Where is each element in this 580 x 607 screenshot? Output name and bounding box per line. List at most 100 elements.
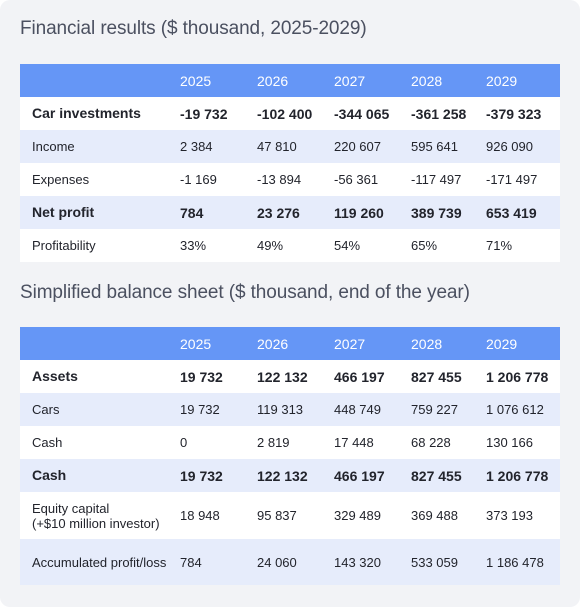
table-body: Car investments -19 732 -102 400 -344 065 -3… <box>20 97 560 262</box>
row-label: Cars <box>20 393 180 426</box>
table-row: Income 2 384 47 810 220 607 595 641 926 090 <box>20 130 560 163</box>
row-label: Equity capital (+$10 million investor) <box>20 492 180 539</box>
table-row: Cash 19 732 122 132 466 197 827 455 1 206 778 <box>20 459 560 492</box>
cell-value: 466 197 <box>334 459 411 492</box>
header-cell: 2029 <box>486 64 560 97</box>
cell-value: 653 419 <box>486 196 560 229</box>
cell-value: 369 488 <box>411 492 486 539</box>
row-label: Cash <box>20 426 180 459</box>
header-row: 2025 2026 2027 2028 2029 <box>20 327 560 360</box>
header-cell: 2026 <box>257 327 334 360</box>
cell-value: -117 497 <box>411 163 486 196</box>
cell-value: 33% <box>180 229 257 262</box>
cell-value: 827 455 <box>411 360 486 393</box>
header-cell: 2026 <box>257 64 334 97</box>
cell-value: 47 810 <box>257 130 334 163</box>
cell-value: 0 <box>180 426 257 459</box>
cell-value: 2 384 <box>180 130 257 163</box>
cell-value: 119 260 <box>334 196 411 229</box>
cell-value: 24 060 <box>257 539 334 585</box>
cell-value: -344 065 <box>334 97 411 130</box>
cell-value: 122 132 <box>257 360 334 393</box>
row-label: Net profit <box>20 196 180 229</box>
header-cell: 2025 <box>180 64 257 97</box>
cell-value: 68 228 <box>411 426 486 459</box>
cell-value: 1 186 478 <box>486 539 560 585</box>
table: 2025 2026 2027 2028 2029 Assets 19 732 122 132 4… <box>20 327 560 585</box>
cell-value: 827 455 <box>411 459 486 492</box>
row-label: Car investments <box>20 97 180 130</box>
cell-value: 1 206 778 <box>486 360 560 393</box>
cell-value: -171 497 <box>486 163 560 196</box>
cell-value: 2 819 <box>257 426 334 459</box>
cell-value: 23 276 <box>257 196 334 229</box>
table-row: Car investments -19 732 -102 400 -344 065 -3… <box>20 97 560 130</box>
table-row: Profitability 33% 49% 54% 65% 71% <box>20 229 560 262</box>
table-row: Expenses -1 169 -13 894 -56 361 -117 497 -171… <box>20 163 560 196</box>
header-cell: 2027 <box>334 64 411 97</box>
cell-value: 65% <box>411 229 486 262</box>
header-cell: 2028 <box>411 327 486 360</box>
cell-value: 533 059 <box>411 539 486 585</box>
table-row: Accumulated profit/loss 784 24 060 143 320 5… <box>20 539 560 585</box>
cell-value: 54% <box>334 229 411 262</box>
cell-value: 95 837 <box>257 492 334 539</box>
header-row: 2025 2026 2027 2028 2029 <box>20 64 560 97</box>
cell-value: 784 <box>180 196 257 229</box>
table-row: Cars 19 732 119 313 448 749 759 227 1 076 612 <box>20 393 560 426</box>
header-cell <box>20 64 180 97</box>
cell-value: 19 732 <box>180 393 257 426</box>
cell-value: 17 448 <box>334 426 411 459</box>
cell-value: -56 361 <box>334 163 411 196</box>
row-label: Cash <box>20 459 180 492</box>
cell-value: 49% <box>257 229 334 262</box>
cell-value: 373 193 <box>486 492 560 539</box>
header-cell: 2027 <box>334 327 411 360</box>
cell-value: -19 732 <box>180 97 257 130</box>
cell-value: 71% <box>486 229 560 262</box>
table-row: Assets 19 732 122 132 466 197 827 455 1 206 7… <box>20 360 560 393</box>
cell-value: -361 258 <box>411 97 486 130</box>
table-row: Cash 0 2 819 17 448 68 228 130 166 <box>20 426 560 459</box>
cell-value: -1 169 <box>180 163 257 196</box>
row-label: Income <box>20 130 180 163</box>
table-row: Net profit 784 23 276 119 260 389 739 653 419 <box>20 196 560 229</box>
table-header: 2025 2026 2027 2028 2029 <box>20 64 560 97</box>
table-row: Equity capital (+$10 million investor) 18… <box>20 492 560 539</box>
header-cell: 2029 <box>486 327 560 360</box>
cell-value: 122 132 <box>257 459 334 492</box>
cell-value: 19 732 <box>180 459 257 492</box>
header-cell <box>20 327 180 360</box>
cell-value: 119 313 <box>257 393 334 426</box>
cell-value: 1 206 778 <box>486 459 560 492</box>
table-body: Assets 19 732 122 132 466 197 827 455 1 206 7… <box>20 360 560 585</box>
header-cell: 2025 <box>180 327 257 360</box>
cell-value: 1 076 612 <box>486 393 560 426</box>
cell-value: 19 732 <box>180 360 257 393</box>
cell-value: 329 489 <box>334 492 411 539</box>
cell-value: -102 400 <box>257 97 334 130</box>
cell-value: -13 894 <box>257 163 334 196</box>
cell-value: 389 739 <box>411 196 486 229</box>
cell-value: 220 607 <box>334 130 411 163</box>
row-label: Expenses <box>20 163 180 196</box>
row-label: Profitability <box>20 229 180 262</box>
cell-value: 784 <box>180 539 257 585</box>
table: 2025 2026 2027 2028 2029 Car investments -19 7… <box>20 64 560 262</box>
row-label: Assets <box>20 360 180 393</box>
header-cell: 2028 <box>411 64 486 97</box>
table-header: 2025 2026 2027 2028 2029 <box>20 327 560 360</box>
cell-value: 448 749 <box>334 393 411 426</box>
cell-value: -379 323 <box>486 97 560 130</box>
cell-value: 759 227 <box>411 393 486 426</box>
cell-value: 926 090 <box>486 130 560 163</box>
section-title: Simplified balance sheet ($ thousand, en… <box>20 282 470 303</box>
cell-value: 595 641 <box>411 130 486 163</box>
section-title: Financial results ($ thousand, 2025-2029… <box>20 18 367 39</box>
cell-value: 466 197 <box>334 360 411 393</box>
cell-value: 18 948 <box>180 492 257 539</box>
row-label: Accumulated profit/loss <box>20 539 180 585</box>
cell-value: 130 166 <box>486 426 560 459</box>
